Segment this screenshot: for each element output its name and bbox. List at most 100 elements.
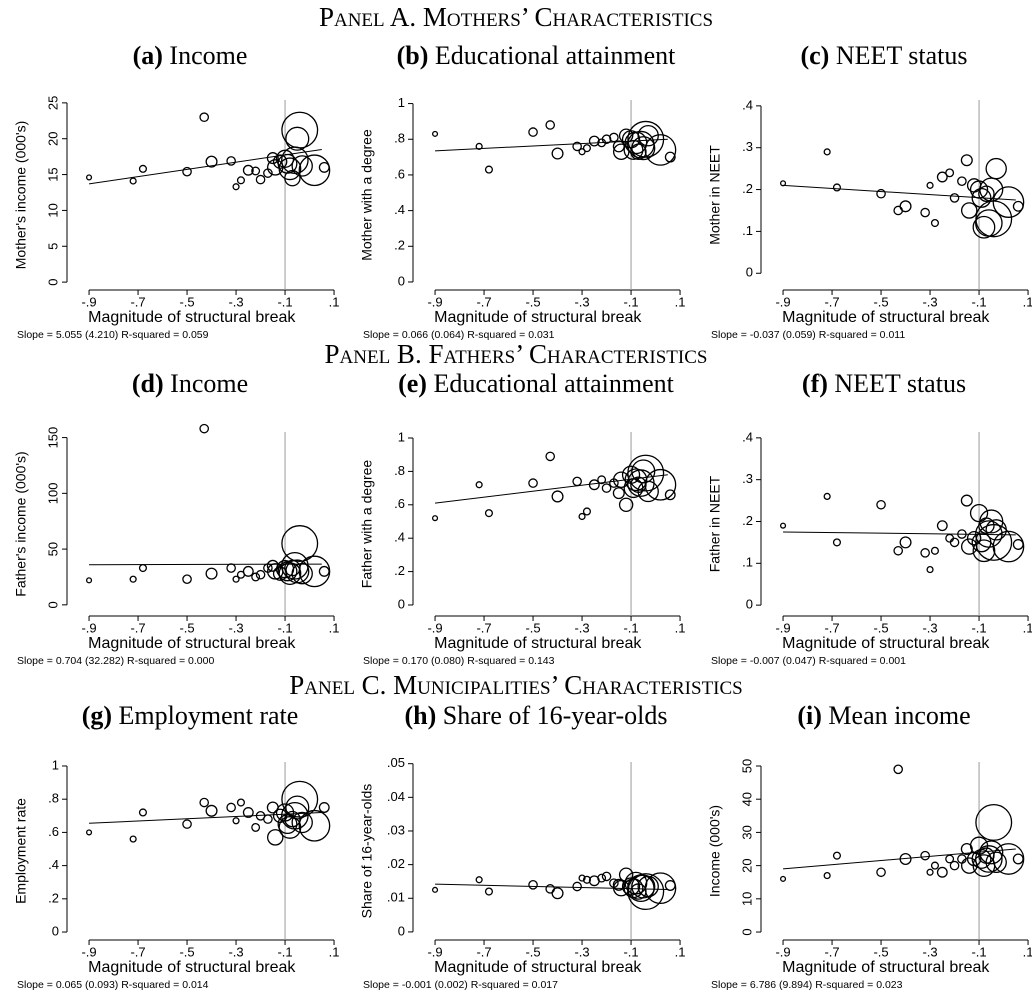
- point: [779, 875, 787, 882]
- x-tick-label: -.9: [427, 620, 442, 635]
- point: [876, 188, 886, 199]
- point: [484, 887, 494, 896]
- point: [199, 797, 210, 808]
- point: [920, 548, 930, 558]
- subplot-name: Educational attainment: [435, 41, 676, 70]
- point: [199, 423, 210, 434]
- point: [251, 166, 261, 176]
- point: [832, 851, 841, 860]
- point: [272, 154, 288, 169]
- x-tick-label: -.7: [130, 944, 145, 959]
- point: [985, 851, 1007, 873]
- point: [930, 546, 939, 555]
- point: [597, 873, 607, 883]
- point: [960, 154, 973, 167]
- x-axis-label: Magnitude of structural break: [434, 309, 642, 326]
- point: [475, 142, 483, 150]
- x-tick-label: -.1: [277, 294, 292, 309]
- point: [612, 487, 625, 500]
- point: [920, 207, 930, 218]
- subplot-name: Educational attainment: [433, 369, 674, 398]
- x-tick-label: .1: [1023, 944, 1032, 959]
- x-tick-label: -.1: [623, 944, 638, 959]
- point: [182, 574, 192, 585]
- y-tick-label: 0: [746, 597, 753, 612]
- subplot-name: Share of 16-year-olds: [443, 701, 668, 730]
- slope-note: Slope = -0.007 (0.047) R-squared = 0.001: [711, 655, 906, 667]
- x-tick-label: -.7: [824, 294, 839, 309]
- y-tick-label: 0: [45, 601, 60, 608]
- x-tick-label: -.3: [922, 620, 937, 635]
- point: [618, 867, 634, 882]
- point: [475, 481, 483, 489]
- x-tick-label: -.3: [922, 294, 937, 309]
- point: [823, 148, 831, 156]
- point: [484, 165, 494, 174]
- point: [266, 829, 284, 846]
- point: [930, 861, 939, 870]
- point: [644, 134, 677, 166]
- x-tick-label: -.9: [81, 620, 96, 635]
- point: [572, 141, 582, 152]
- point: [578, 148, 586, 156]
- subplot-title: (c) NEET status: [800, 41, 967, 70]
- point: [285, 126, 310, 151]
- point: [664, 151, 676, 163]
- y-tick-label: .6: [48, 824, 59, 839]
- x-tick-label: -.3: [922, 944, 937, 959]
- y-tick-label: 30: [739, 825, 754, 839]
- point: [226, 156, 236, 166]
- y-tick-label: 1: [52, 757, 59, 772]
- subplot-title: (d) Income: [132, 369, 248, 398]
- subplot-label: (f): [802, 369, 828, 398]
- y-axis-label: Mother in NEET: [707, 145, 723, 245]
- point: [926, 181, 934, 189]
- fit-line: [89, 811, 322, 824]
- x-tick-label: -.5: [873, 944, 888, 959]
- y-axis-label: Father with a degree: [359, 460, 375, 589]
- x-tick-label: -.1: [277, 944, 292, 959]
- x-tick-label: -.3: [228, 944, 243, 959]
- fit-line: [783, 531, 1016, 536]
- point: [236, 176, 246, 185]
- x-tick-label: -.1: [623, 294, 638, 309]
- point: [664, 489, 676, 501]
- x-tick-label: .1: [329, 294, 340, 309]
- x-tick-label: -.5: [179, 620, 194, 635]
- point: [975, 803, 1013, 841]
- y-tick-label: .8: [394, 131, 405, 146]
- y-tick-label: .03: [387, 822, 405, 837]
- point: [975, 523, 1013, 561]
- x-tick-label: -.1: [971, 620, 986, 635]
- slope-note: Slope = 0.066 (0.064) R-squared = 0.031: [363, 329, 555, 341]
- y-tick-label: .02: [387, 856, 405, 871]
- y-axis-label: Father in NEET: [707, 475, 723, 572]
- point: [291, 562, 313, 585]
- point: [612, 140, 625, 153]
- x-axis-label: Magnitude of structural break: [88, 959, 296, 976]
- point: [992, 530, 1025, 563]
- slope-note: Slope = -0.037 (0.059) R-squared = 0.011: [711, 329, 905, 341]
- point: [644, 872, 677, 905]
- y-tick-label: 10: [739, 892, 754, 906]
- point: [630, 143, 647, 160]
- slope-note: Slope = 0.170 (0.080) R-squared = 0.143: [363, 655, 555, 667]
- point: [226, 802, 236, 813]
- panel-title: Panel C. Municipalities’ Characteristics: [289, 670, 743, 700]
- point: [582, 507, 591, 516]
- x-tick-label: -.5: [873, 620, 888, 635]
- x-tick-label: -.9: [775, 620, 790, 635]
- point: [985, 519, 1007, 541]
- x-axis-label: Magnitude of structural break: [434, 635, 642, 652]
- point: [949, 193, 960, 203]
- point: [969, 503, 989, 523]
- point: [266, 152, 279, 165]
- point: [597, 475, 607, 485]
- x-tick-label: -.7: [824, 944, 839, 959]
- point: [893, 205, 904, 216]
- point: [298, 809, 331, 842]
- y-axis-label: Income (000's): [707, 805, 723, 897]
- point: [528, 880, 538, 890]
- point: [242, 164, 254, 176]
